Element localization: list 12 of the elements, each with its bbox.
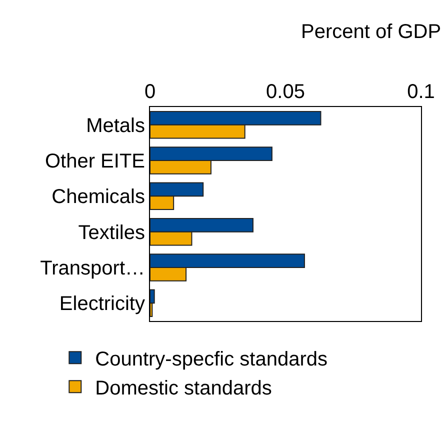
y-tick-label: Textiles — [78, 222, 145, 244]
y-tick-label: Metals — [86, 114, 145, 137]
x-axis-title: Percent of GDP — [301, 21, 442, 43]
y-tick-label: Electricity — [59, 293, 145, 316]
legend-label: Country-specfic standards — [95, 348, 328, 370]
y-tick-label: Chemicals — [52, 186, 145, 208]
x-tick-label: 0.05 — [266, 81, 305, 103]
x-tick-label: 0.1 — [407, 81, 435, 103]
legend-label: Domestic standards — [95, 377, 272, 400]
x-tick-label: 0 — [144, 81, 156, 103]
y-tick-label: Transport… — [40, 258, 145, 280]
y-tick-label: Other EITE — [44, 150, 145, 172]
